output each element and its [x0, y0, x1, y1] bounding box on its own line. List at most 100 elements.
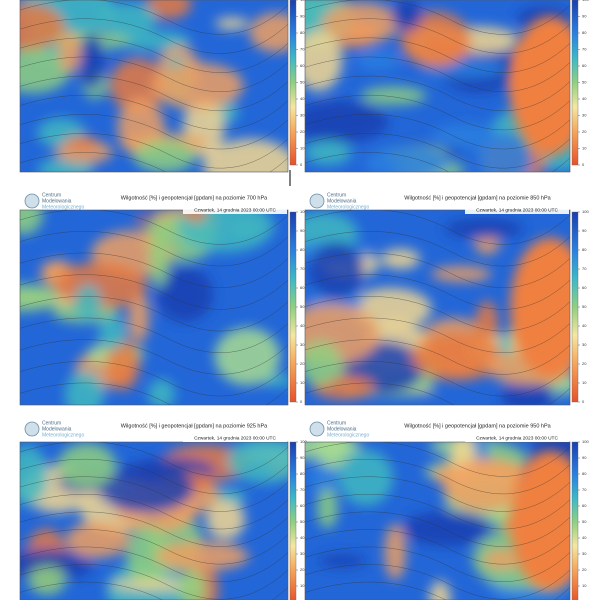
- isohypse: [305, 442, 570, 477]
- humidity-patch: [176, 210, 274, 253]
- isohypse: [20, 152, 288, 172]
- colorbar-tick-label: 30: [300, 342, 305, 347]
- colorbar-tick-label: 90: [582, 455, 587, 460]
- date-box: [183, 206, 287, 214]
- isohypse: [305, 56, 570, 92]
- humidity-patch: [321, 2, 400, 44]
- panel-date: Czwartek, 14 grudnia 2023 00:00 UTC: [476, 435, 558, 441]
- humidity-patch: [305, 100, 389, 144]
- isohypse: [20, 361, 288, 397]
- colorbar: [289, 441, 297, 600]
- humidity-patch: [105, 338, 140, 391]
- colorbar-tick-label: 30: [300, 551, 305, 556]
- isohypse: [305, 529, 570, 565]
- humidity-patch: [65, 521, 130, 559]
- isohypse: [20, 252, 288, 288]
- humidity-patch: [384, 523, 407, 581]
- colorbar-tick-label: 90: [300, 455, 305, 460]
- map: [20, 210, 288, 405]
- panel-title: Wilgotność [%] i geopotencjał [gpdam] na…: [404, 423, 551, 429]
- humidity-patch: [20, 445, 48, 506]
- isohypse: [20, 511, 288, 547]
- isohypse: [20, 114, 288, 150]
- colorbar-tick-label: 80: [582, 247, 587, 252]
- isohypse: [305, 114, 570, 150]
- colorbar-tick-label: 10: [582, 380, 587, 385]
- isohypse: [305, 94, 570, 131]
- humidity-patch: [28, 565, 67, 595]
- colorbar: [571, 0, 579, 166]
- isohypse: [20, 37, 288, 73]
- colorbar-tick-label: 30: [582, 113, 587, 118]
- isohypse: [305, 511, 570, 547]
- logo-text: Meteorologicznego: [42, 204, 84, 210]
- date-box: [465, 206, 569, 214]
- colorbar-tick-label: 40: [582, 535, 587, 540]
- humidity-field: [20, 442, 288, 600]
- colorbar-tick-label: 100: [300, 439, 307, 444]
- logo-text: Centrum: [327, 420, 346, 426]
- humidity-patch: [58, 31, 82, 74]
- panel-date: Czwartek, 14 grudnia 2023 00:00 UTC: [476, 207, 558, 213]
- colorbar-tick-label: 60: [582, 285, 587, 290]
- isohypse: [305, 37, 570, 73]
- humidity-patch: [215, 17, 249, 30]
- colorbar-tick-label: 50: [582, 80, 587, 85]
- colorbar-tick-label: 50: [300, 304, 305, 309]
- humidity-patch: [476, 131, 533, 172]
- colorbar-tick-label: 10: [582, 146, 587, 151]
- map: [305, 442, 570, 600]
- humidity-patch: [411, 332, 504, 381]
- isohypse: [20, 56, 288, 92]
- humidity-patch: [361, 86, 427, 105]
- humidity-patch: [315, 442, 350, 470]
- isohypse: [20, 494, 288, 530]
- humidity-patch: [20, 3, 65, 51]
- humidity-patch: [20, 210, 43, 235]
- colorbar-tick-label: 80: [300, 247, 305, 252]
- isohypse: [305, 476, 570, 512]
- colorbar-tick-label: 20: [582, 567, 587, 572]
- humidity-patch: [128, 291, 150, 343]
- isohypse: [305, 210, 570, 245]
- colorbar: [289, 211, 297, 403]
- colorbar-tick-label: 80: [300, 30, 305, 35]
- isohypse: [305, 494, 570, 530]
- humidity-patch: [126, 525, 169, 588]
- dry-area: [510, 237, 570, 378]
- logo-text: Modelowania: [42, 198, 72, 204]
- colorbar-tick-label: 60: [300, 63, 305, 68]
- humidity-patch: [57, 443, 116, 488]
- colorbar-tick-label: 100: [582, 439, 589, 444]
- isohypse: [20, 296, 288, 332]
- isohypse: [20, 317, 288, 353]
- colorbar-tick-label: 60: [582, 503, 587, 508]
- logo-text: Centrum: [327, 192, 346, 198]
- panel-date: Czwartek, 14 grudnia 2023 00:00 UTC: [194, 207, 276, 213]
- colorbar-tick-label: 30: [582, 551, 587, 556]
- isohypse: [20, 476, 288, 512]
- colorbar-tick-label: 90: [300, 14, 305, 19]
- colorbar-tick-label: 20: [300, 361, 305, 366]
- map-frame: [19, 0, 289, 173]
- colorbar-tick-label: 100: [300, 0, 307, 2]
- panel-title: Wilgotność [%] i geopotencjał [gpdam] na…: [404, 195, 551, 201]
- humidity-patch: [74, 284, 102, 321]
- logo-icon: [309, 421, 325, 437]
- logo-text: Centrum: [42, 192, 61, 198]
- colorbar-tick-label: 0: [582, 399, 585, 404]
- isohypse: [20, 18, 288, 54]
- colorbar-tick-label: 100: [300, 209, 307, 214]
- colorbar-tick-label: 70: [582, 47, 587, 52]
- humidity-patch: [474, 234, 500, 255]
- logo-text: Modelowania: [327, 426, 357, 432]
- isohypse: [20, 458, 288, 495]
- humidity-patch: [214, 327, 281, 386]
- isohypse: [20, 210, 288, 245]
- colorbar-tick-label: 70: [582, 266, 587, 271]
- humidity-patch: [178, 568, 207, 600]
- isohypse: [305, 18, 570, 54]
- colorbar-tick-label: 100: [582, 209, 589, 214]
- isohypse: [305, 133, 570, 169]
- humidity-patch: [391, 0, 423, 31]
